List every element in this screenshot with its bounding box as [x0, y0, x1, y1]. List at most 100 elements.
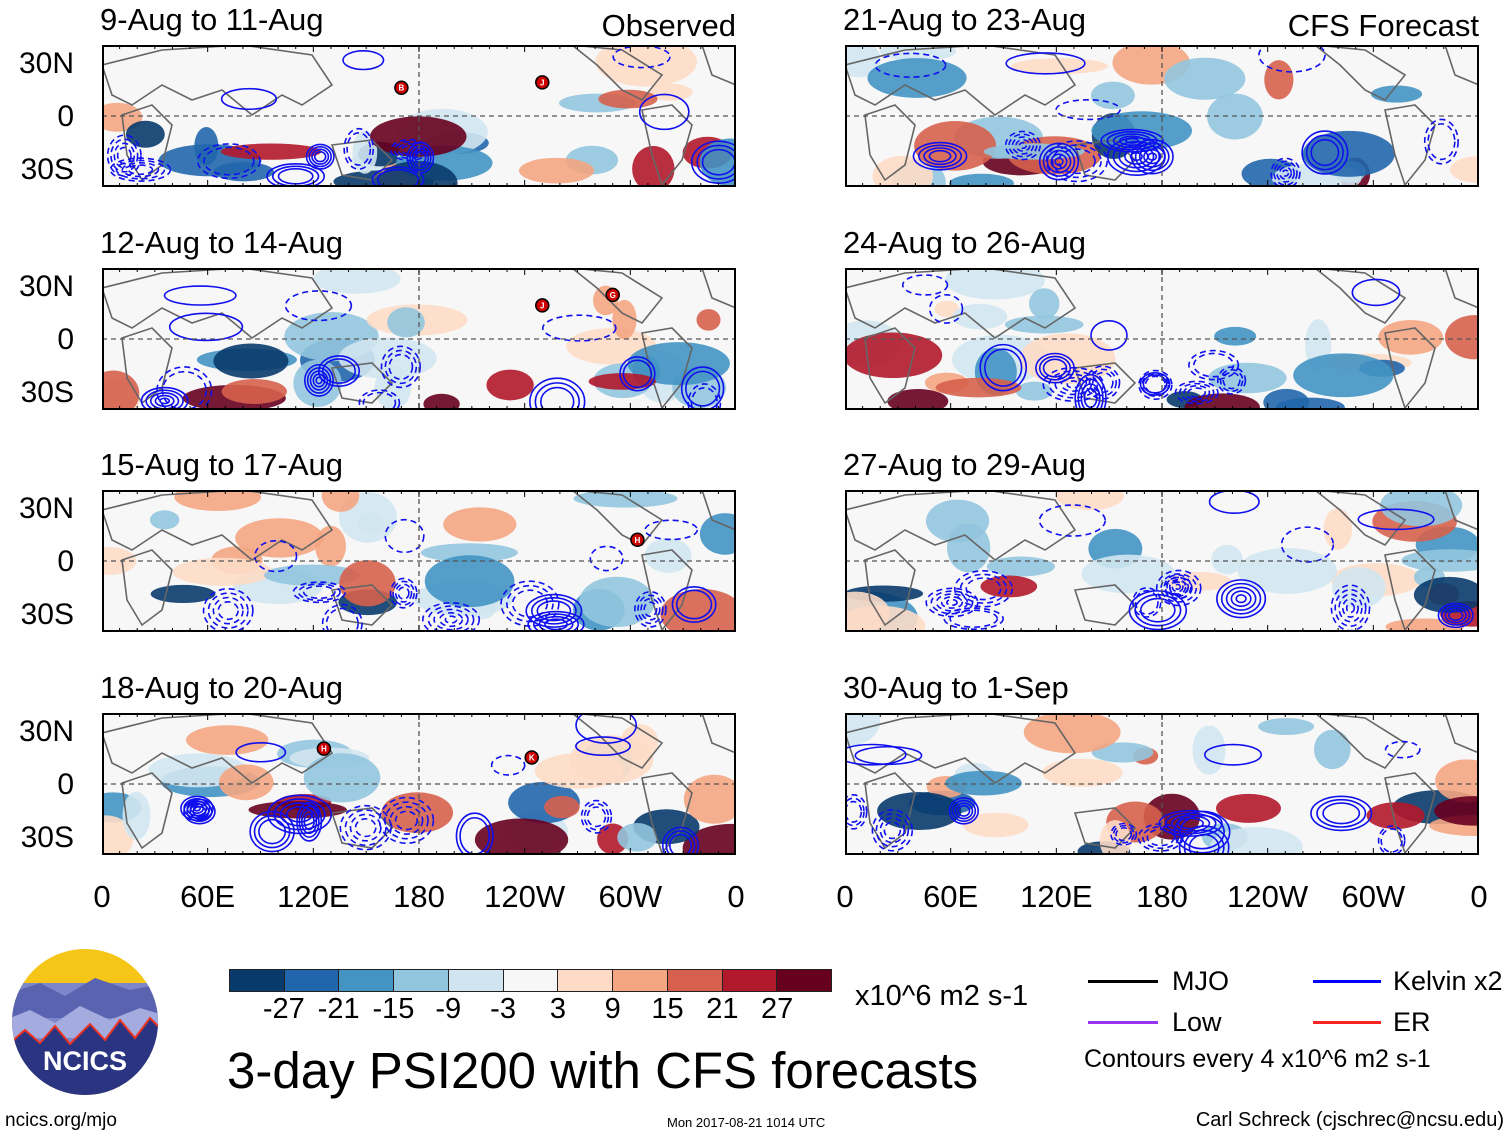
- kelvin-contour: [634, 590, 667, 628]
- kelvin-contour: [313, 150, 327, 163]
- kelvin-contour: [267, 794, 333, 835]
- kelvin-contour: [189, 803, 210, 820]
- anomaly-shading: [569, 735, 654, 784]
- anomaly-shading: [220, 143, 322, 160]
- timestamp: Mon 2017-08-21 1014 UTC: [667, 1115, 826, 1130]
- kelvin-contour: [254, 539, 298, 573]
- map-frame: [845, 490, 1479, 632]
- kelvin-contour: [1112, 140, 1161, 173]
- logo-text: NCICS: [43, 1046, 127, 1076]
- anomaly-shading: [1237, 548, 1338, 594]
- map-frame: [102, 45, 736, 187]
- kelvin-contour: [1090, 319, 1128, 351]
- kelvin-contour: [1342, 598, 1359, 618]
- kelvin-contour: [1216, 579, 1267, 619]
- anomaly-shading: [1263, 388, 1310, 410]
- kelvin-contour: [948, 797, 980, 825]
- x-tick-label: 60W: [1341, 879, 1406, 914]
- anomaly-shading: [149, 510, 180, 530]
- credit: Carl Schreck (cjschrec@ncsu.edu): [1195, 1109, 1504, 1131]
- kelvin-contour: [1178, 825, 1230, 855]
- colorbar-swatch: [667, 970, 723, 991]
- coastline: [641, 549, 693, 632]
- kelvin-contour: [643, 601, 658, 618]
- map-frame: [845, 713, 1479, 855]
- kelvin-contour: [845, 743, 907, 766]
- kelvin-contour: [444, 615, 458, 624]
- kelvin-contour: [940, 596, 964, 609]
- kelvin-contour: [923, 147, 957, 166]
- kelvin-contour: [1144, 375, 1167, 395]
- anomaly-shading: [962, 812, 1029, 838]
- kelvin-contour: [1008, 133, 1038, 158]
- kelvin-contour: [302, 585, 336, 600]
- kelvin-contour: [580, 799, 613, 834]
- anomaly-shading: [579, 576, 655, 628]
- kelvin-contour: [342, 50, 385, 71]
- kelvin-contour: [292, 581, 347, 604]
- kelvin-contour: [1118, 135, 1146, 147]
- y-tick-label: 0: [57, 100, 74, 133]
- kelvin-contour: [1050, 153, 1068, 170]
- kelvin-contour: [1085, 365, 1121, 400]
- panel-title: 27-Aug to 29-Aug: [843, 447, 1087, 482]
- figure-title: 3-day PSI200 with CFS forecasts: [227, 1042, 979, 1099]
- kelvin-contour: [1427, 123, 1456, 161]
- svg-text:K: K: [529, 754, 535, 763]
- kelvin-contour: [384, 518, 425, 554]
- colorbar-swatch: [777, 970, 832, 991]
- x-tick-label: 120E: [277, 879, 350, 914]
- anomaly-shading: [699, 513, 736, 555]
- anomaly-shading: [914, 121, 997, 171]
- anomaly-shading: [934, 300, 959, 317]
- anomaly-shading: [627, 342, 730, 386]
- map-frame: [102, 490, 736, 632]
- kelvin-contour: [388, 353, 414, 380]
- kelvin-contour: [115, 159, 166, 180]
- anomaly-shading: [1055, 490, 1124, 511]
- kelvin-contour: [1177, 817, 1205, 830]
- kelvin-contour: [1220, 582, 1262, 615]
- site-url[interactable]: ncics.org/mjo: [5, 1110, 117, 1131]
- kelvin-contour: [1163, 574, 1192, 600]
- kelvin-contour: [113, 142, 136, 169]
- anomaly-shading: [632, 145, 675, 187]
- kelvin-contour: [527, 610, 585, 632]
- kelvin-contour: [376, 168, 420, 187]
- anomaly-shading: [1211, 544, 1243, 575]
- anomaly-shading: [423, 393, 460, 410]
- kelvin-contour: [186, 801, 213, 823]
- panel-title: 21-Aug to 23-Aug: [843, 2, 1087, 37]
- kelvin-contour: [110, 138, 139, 173]
- anomaly-shading: [381, 792, 454, 834]
- map-panel: H: [102, 490, 736, 632]
- kelvin-contour: [901, 274, 949, 296]
- kelvin-contour: [1080, 383, 1101, 410]
- kelvin-contour: [266, 163, 326, 187]
- kelvin-contour: [389, 138, 429, 162]
- x-tick-label: 180: [1136, 879, 1188, 914]
- kelvin-contour: [1115, 827, 1133, 842]
- anomaly-shading: [1042, 758, 1123, 787]
- kelvin-contour: [145, 389, 184, 410]
- kelvin-contour: [1437, 602, 1474, 629]
- kelvin-contour: [1310, 138, 1340, 167]
- anomaly-shading: [1435, 759, 1479, 803]
- anomaly-shading: [1019, 333, 1116, 385]
- coastline: [864, 549, 916, 627]
- kelvin-contour: [534, 382, 580, 410]
- storm-marker: B: [394, 80, 409, 95]
- kelvin-contour: [235, 742, 287, 763]
- anomaly-shading: [1313, 729, 1351, 770]
- kelvin-contour: [1100, 128, 1164, 153]
- kelvin-contour: [879, 817, 906, 844]
- legend-mjo: MJO: [1172, 966, 1229, 996]
- coastline: [570, 45, 664, 102]
- coastline: [570, 713, 664, 770]
- kelvin-contour: [696, 144, 736, 180]
- panel-title: 24-Aug to 26-Aug: [843, 225, 1087, 260]
- kelvin-contour: [315, 376, 323, 385]
- anomaly-shading: [518, 157, 595, 184]
- kelvin-contour: [680, 366, 725, 410]
